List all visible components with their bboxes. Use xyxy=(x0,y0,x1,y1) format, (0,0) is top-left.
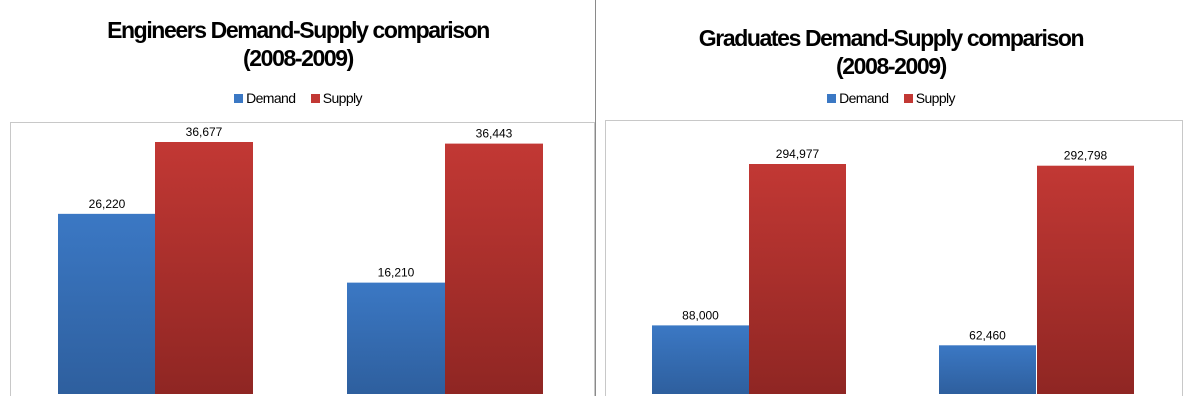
legend-item-supply: Supply xyxy=(903,90,956,106)
bar-supply-1 xyxy=(749,164,846,394)
bar-supply-2 xyxy=(445,143,543,394)
legend-swatch-demand xyxy=(234,94,244,103)
data-label-demand-2: 16,210 xyxy=(378,266,415,280)
data-label-supply-2: 36,443 xyxy=(476,127,513,141)
data-label-demand-1: 26,220 xyxy=(89,197,126,211)
chart-title-line-2: (2008-2009) xyxy=(836,53,947,79)
bar-supply-1 xyxy=(155,142,253,394)
bar-supply-2 xyxy=(1037,165,1134,394)
engineers-chart-panel: Engineers Demand-Supply comparison (2008… xyxy=(0,16,596,396)
chart-title: Graduates Demand-Supply comparison (2008… xyxy=(598,24,1184,80)
plot-area-frame xyxy=(10,122,595,396)
chart-legend: Demand Supply xyxy=(598,90,1184,106)
legend-label-supply: Supply xyxy=(322,90,363,106)
plot-area-frame xyxy=(605,120,1183,396)
engineers-bar-plot: 26,220 16,210 36,677 36,443 xyxy=(10,122,595,396)
bar-demand-2 xyxy=(347,282,445,394)
legend-label-demand: Demand xyxy=(246,90,296,106)
graduates-chart-panel: Graduates Demand-Supply comparison (2008… xyxy=(598,0,1184,396)
data-label-demand-1: 88,000 xyxy=(682,308,719,322)
legend-swatch-supply xyxy=(310,94,320,103)
legend-item-demand: Demand xyxy=(234,90,296,106)
legend-item-demand: Demand xyxy=(827,90,889,106)
data-label-supply-2: 292,798 xyxy=(1064,149,1108,163)
data-label-demand-2: 62,460 xyxy=(969,328,1006,342)
chart-title-line-1: Graduates Demand-Supply comparison xyxy=(698,25,1085,51)
chart-title: Engineers Demand-Supply comparison (2008… xyxy=(0,16,596,72)
bar-demand-2 xyxy=(939,345,1036,394)
legend-swatch-supply xyxy=(903,94,913,103)
chart-title-line-2: (2008-2009) xyxy=(243,45,354,71)
panel-divider xyxy=(595,0,596,396)
chart-legend: Demand Supply xyxy=(0,90,596,106)
bar-demand-1 xyxy=(58,213,156,394)
data-label-supply-1: 36,677 xyxy=(186,125,223,139)
graduates-bar-plot: 88,000 62,460 294,977 292,798 xyxy=(605,120,1183,396)
data-label-supply-1: 294,977 xyxy=(776,147,820,161)
legend-label-demand: Demand xyxy=(839,90,889,106)
legend-label-supply: Supply xyxy=(915,90,956,106)
chart-title-line-1: Engineers Demand-Supply comparison xyxy=(107,17,490,43)
legend-swatch-demand xyxy=(827,94,837,103)
bar-demand-1 xyxy=(652,325,749,394)
legend-item-supply: Supply xyxy=(310,90,363,106)
